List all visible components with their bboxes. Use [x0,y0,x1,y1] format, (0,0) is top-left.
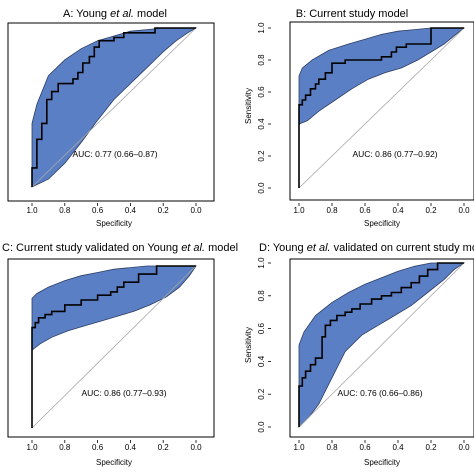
plot-frame [289,258,474,438]
x-tick-label: 0.6 [92,443,104,452]
roc-curve [31,265,196,428]
x-tick-label: 0.2 [158,443,170,452]
auc-annotation: AUC: 0.86 (0.77–0.92) [352,149,437,159]
roc-curve [31,27,196,187]
plot-layer: 1.0 0.8 0.6 0.4 0.2 0.0 [26,265,202,452]
y-tick-label: 0.6 [257,322,266,334]
y-tick-label: 0.0 [257,182,266,194]
plot-layer: 1.0 0.8 0.6 0.4 0.2 0.0 [26,27,202,215]
x-tick-label: 0.4 [125,206,137,215]
y-tick-label: 1.0 [257,257,266,269]
plot-layer: 1.0 0.8 0.6 0.4 0.2 0.0 0.0 0.2 0.4 0.6 0.8 1.0 [257,22,470,215]
panel-c: 1.0 0.8 0.6 0.4 0.2 0.0 C: Current study valid… [2,242,238,467]
y-tick-label: 0.6 [257,86,266,98]
y-tick-label: 0.4 [257,118,266,130]
panel-b: 1.0 0.8 0.6 0.4 0.2 0.0 0.0 0.2 0.4 0.6 0.8 1.0 B: C… [244,8,474,228]
x-tick-label: 0.2 [425,206,437,215]
x-tick-label: 0.8 [326,206,338,215]
panel-a: 1.0 0.8 0.6 0.4 0.2 0.0A: Young et al. model … [7,8,215,228]
x-tick-label: 0.4 [125,443,137,452]
roc-curve [298,27,464,188]
x-tick-label: 0.6 [359,206,371,215]
plot-frame [7,258,215,438]
y-tick-label: 0.2 [257,150,266,162]
x-tick-label: 1.0 [26,206,38,215]
confidence-band [31,265,197,352]
x-tick-label: 0.6 [92,206,104,215]
x-tick-label: 0.4 [392,443,404,452]
chance-diagonal [31,27,197,188]
y-tick-label: 0.8 [257,54,266,66]
y-tick-label: 1.0 [257,22,266,34]
x-axis-label: Specificity [364,219,400,228]
x-tick-label: 0.8 [59,443,71,452]
chance-diagonal [298,27,465,189]
y-tick-label: 0.8 [257,290,266,302]
y-tick-label: 0.0 [257,421,266,433]
x-tick-label: 1.0 [293,206,305,215]
x-tick-label: 1.0 [26,443,38,452]
x-tick-label: 0.2 [158,206,170,215]
confidence-band [298,27,466,125]
plot-frame [289,21,474,201]
x-tick-label: 0.2 [425,443,437,452]
chance-diagonal [298,262,465,428]
panel-title: B: Current study model [296,8,409,20]
x-tick-label: 0.0 [190,443,202,452]
x-tick-label: 0.0 [458,443,470,452]
x-tick-label: 0.8 [59,206,71,215]
x-tick-label: 0.0 [190,206,202,215]
y-axis-label: Sensitivity [244,327,253,363]
chance-diagonal [31,265,197,429]
y-axis-label: Sensitivity [244,88,253,124]
confidence-band [298,262,466,428]
plot-layer: 1.0 0.8 0.6 0.4 0.2 0.0 0.0 0.2 0.4 0.6 0.8 1.0 [257,257,470,452]
x-axis-label: Specificity [364,458,400,467]
x-tick-label: 0.0 [458,206,470,215]
auc-annotation: AUC: 0.76 (0.66–0.86) [337,388,422,398]
panel-d: 1.0 0.8 0.6 0.4 0.2 0.0 0.0 0.2 0.4 0.6 0.8 1.0 D: Y… [244,242,474,467]
y-tick-label: 0.2 [257,388,266,400]
x-tick-label: 0.8 [326,443,338,452]
x-tick-label: 0.4 [392,206,404,215]
plot-frame [7,22,215,202]
panel-title: D: Young et al. validated on current stu… [259,242,474,254]
x-tick-label: 0.6 [359,443,371,452]
roc-curve [298,262,464,427]
auc-annotation: AUC: 0.86 (0.77–0.93) [81,388,166,398]
x-axis-label: Specificity [96,219,132,228]
panel-title: C: Current study validated on Young et a… [2,242,238,254]
x-axis-label: Specificity [96,458,132,467]
y-tick-label: 0.4 [257,355,266,367]
x-tick-label: 1.0 [293,443,305,452]
panel-title: A: Young et al. model [63,8,167,20]
auc-annotation: AUC: 0.77 (0.66–0.87) [72,149,157,159]
